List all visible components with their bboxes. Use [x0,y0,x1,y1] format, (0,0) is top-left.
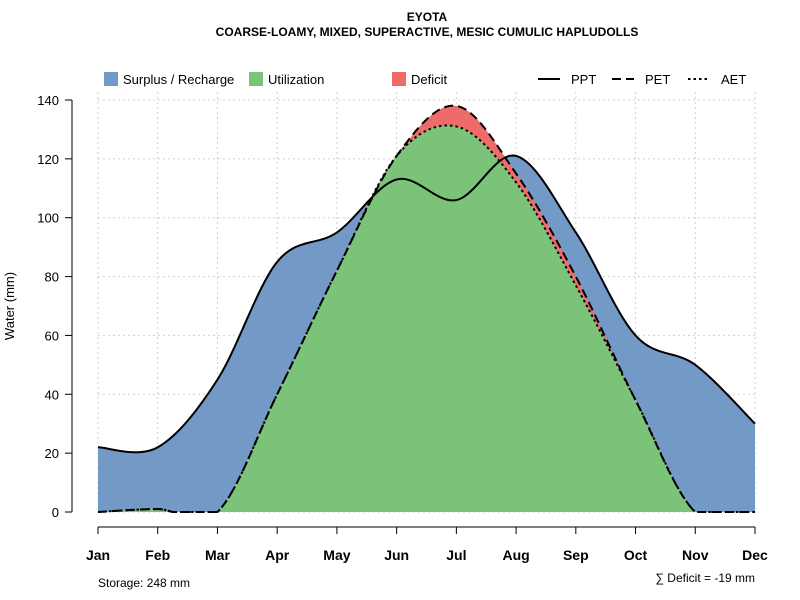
chart-title: EYOTA [407,10,448,24]
y-tick-label: 60 [45,328,59,343]
line-ppt [97,154,756,454]
area-utilization [98,125,755,513]
y-tick-label: 120 [37,152,59,167]
x-tick-label-feb: Feb [145,547,170,563]
x-tick-label-sep: Sep [563,547,589,563]
y-tick-label: 40 [45,387,59,402]
storage-note: Storage: 248 mm [98,576,190,590]
legend-label-aet: AET [721,72,746,87]
y-tick-label: 0 [52,505,59,520]
y-tick-label: 140 [37,93,59,108]
legend-swatch-utilization [249,72,263,86]
x-tick-label-may: May [323,547,350,563]
x-tick-label-apr: Apr [265,547,290,563]
x-tick-label-jun: Jun [384,547,409,563]
y-axis-label: Water (mm) [2,272,17,340]
y-tick-label: 80 [45,270,59,285]
legend-label-surplus-recharge: Surplus / Recharge [123,72,234,87]
x-tick-label-oct: Oct [624,547,648,563]
y-tick-label: 100 [37,211,59,226]
legend: Surplus / Recharge Utilization Deficit PPT P… [104,72,746,87]
y-tick-label: 20 [45,446,59,461]
legend-label-ppt: PPT [571,72,596,87]
x-tick-label-dec: Dec [742,547,768,563]
line-pet [97,104,755,513]
axes: 0 20 40 60 80 100 120 140 Jan Feb Mar Apr May Jun Jul A… [37,93,768,563]
areas [98,105,755,513]
x-tick-label-mar: Mar [205,547,230,563]
x-tick-label-jul: Jul [446,547,466,563]
x-tick-label-nov: Nov [682,547,709,563]
deficit-note: ∑ Deficit = -19 mm [655,571,755,585]
x-tick-label-aug: Aug [502,547,529,563]
legend-swatch-deficit [392,72,406,86]
legend-label-deficit: Deficit [411,72,448,87]
x-tick-label-jan: Jan [86,547,110,563]
legend-label-pet: PET [645,72,670,87]
lines [97,104,756,513]
chart-subtitle: COARSE-LOAMY, MIXED, SUPERACTIVE, MESIC … [216,25,639,39]
area-surplus-recharge [98,125,755,513]
legend-swatch-surplus-recharge [104,72,118,86]
legend-label-utilization: Utilization [268,72,324,87]
